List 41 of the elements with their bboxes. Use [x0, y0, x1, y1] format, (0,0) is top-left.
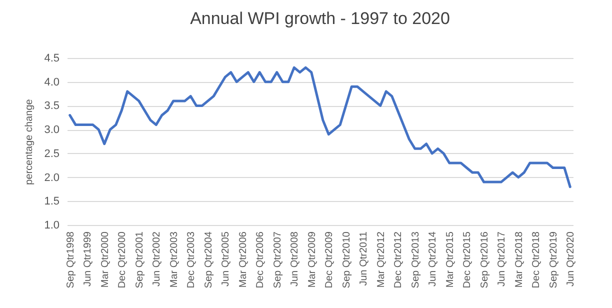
y-tick-label: 2.0 — [44, 172, 60, 184]
x-tick-label: Jun Qtr2008 — [290, 231, 301, 287]
x-tick-label: Dec Qtr2003 — [186, 231, 198, 288]
y-tick-label: 4.0 — [44, 76, 60, 88]
x-tick-label: Sep Qtr2007 — [272, 231, 284, 288]
x-tick-label: Dec Qtr2009 — [324, 231, 336, 288]
x-tick-label: Mar Qtr2012 — [376, 231, 387, 288]
x-tick-label: Dec Qtr2015 — [462, 231, 474, 288]
y-tick-label: 1.0 — [44, 220, 60, 232]
x-tick-label: Mar Qtr2003 — [168, 231, 180, 288]
x-tick-label: Jun Qtr2020 — [566, 231, 577, 287]
x-tick-label: Dec Qtr2000 — [117, 231, 128, 288]
x-tick-label: Sep Qtr2019 — [548, 231, 560, 288]
x-tick-label: Jun Qtr2014 — [428, 231, 439, 287]
x-tick-label: Dec Qtr2012 — [393, 231, 404, 288]
x-tick-label: Sep Qtr2004 — [203, 231, 214, 288]
y-tick-label: 4.5 — [44, 52, 60, 64]
x-tick-label: Jun Qtr2011 — [358, 231, 370, 286]
x-tick-label: Jun Qtr2002 — [152, 231, 163, 287]
x-tick-label: Jun Qtr2005 — [220, 231, 232, 287]
x-tick-label: Jun Qtr1999 — [82, 231, 94, 287]
chart-title: Annual WPI growth - 1997 to 2020 — [190, 9, 450, 28]
x-tick-label: Dec Qtr2018 — [531, 231, 542, 288]
x-tick-label: Mar Qtr2000 — [100, 231, 111, 288]
x-tick-label: Sep Qtr1998 — [65, 231, 76, 288]
x-tick-label: Mar Qtr2018 — [514, 231, 525, 288]
x-tick-label: Mar Qtr2015 — [444, 231, 456, 288]
x-tick-label: Mar Qtr2009 — [306, 231, 318, 288]
line-series — [68, 66, 572, 188]
x-tick-label: Sep Qtr2010 — [341, 231, 352, 288]
y-tick-label: 3.0 — [44, 124, 60, 136]
x-tick-label: Sep Qtr2016 — [479, 231, 490, 288]
x-tick-label: Sep Qtr2001 — [134, 231, 146, 288]
x-tick-label: Jun Qtr2017 — [496, 231, 508, 287]
y-tick-label: 1.5 — [44, 196, 60, 208]
x-tick-label: Mar Qtr2006 — [238, 231, 249, 288]
y-tick-label: 3.5 — [44, 100, 60, 112]
y-tick-label: 2.5 — [44, 148, 60, 160]
y-axis-title: percentage change — [24, 98, 36, 185]
x-tick-label: Sep Qtr2013 — [410, 231, 422, 288]
x-tick-label: Dec Qtr2006 — [255, 231, 266, 288]
